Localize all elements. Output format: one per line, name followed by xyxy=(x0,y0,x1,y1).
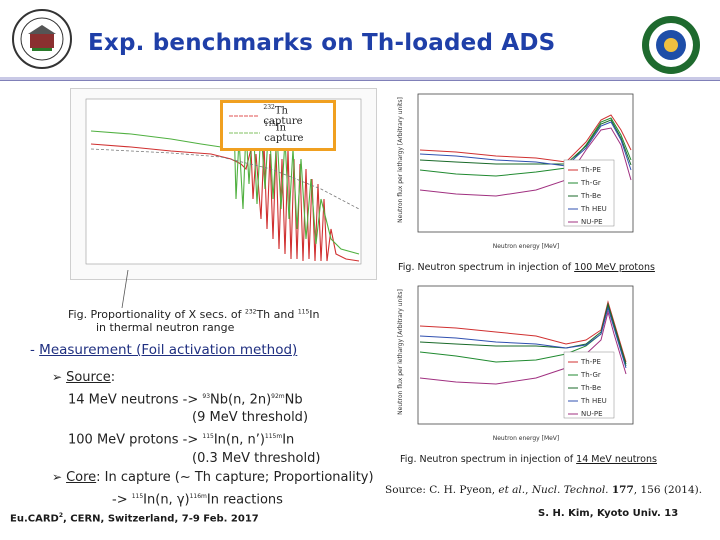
cross-section-caption: Fig. Proportionality of X secs. of 232Th… xyxy=(68,308,320,334)
legend-bottom-th-heu: Th HEU xyxy=(580,397,607,405)
spectrum-caption-100mev: Fig. Neutron spectrum in injection of 10… xyxy=(398,262,655,273)
university-seal-logo-left xyxy=(10,8,74,70)
legend-bottom-th-gr: Th-Gr xyxy=(580,371,601,379)
legend-bottom-th-pe: Th-PE xyxy=(580,358,601,366)
footer-author-page: S. H. Kim, Kyoto Univ. 13 xyxy=(538,508,679,519)
legend-bottom-nu-pe: NU-PE xyxy=(581,410,603,418)
arrow-bullet-icon: ➢ xyxy=(52,370,63,384)
slide-title: Exp. benchmarks on Th-loaded ADS xyxy=(88,30,556,56)
legend-item-th-capture: 232Th capture xyxy=(229,104,327,127)
legend-top-nu-pe: NU-PE xyxy=(581,218,603,226)
caption-connector-line xyxy=(121,270,129,309)
body-text: ➢ Source: 14 MeV neutrons -> 93Nb(n, 2n)9… xyxy=(52,368,382,509)
legend-top-th-be: Th-Be xyxy=(580,192,601,200)
ylabel-bottom: Neutron flux per lethargy [Arbitrary uni… xyxy=(397,289,404,415)
spectrum-caption-14mev: Fig. Neutron spectrum in injection of 14… xyxy=(400,454,657,465)
source-line-2: (9 MeV threshold) xyxy=(192,410,309,426)
source-line-4: (0.3 MeV threshold) xyxy=(192,450,321,466)
source-bullet: ➢ Source: xyxy=(52,370,116,385)
cross-section-legend: 232Th capture 115In capture xyxy=(220,100,336,151)
legend-item-in-capture: 115In capture xyxy=(229,121,327,144)
xlabel-bottom: Neutron energy [MeV] xyxy=(493,435,560,442)
legend-top-th-heu: Th HEU xyxy=(580,205,607,213)
title-divider xyxy=(0,77,720,80)
footer-conference: Eu.CARD2, CERN, Switzerland, 7-9 Feb. 20… xyxy=(10,512,259,525)
legend-top-th-pe: Th-PE xyxy=(580,166,601,174)
arrow-bullet-icon: ➢ xyxy=(52,470,63,485)
source-line-3: 100 MeV protons -> 115In(n, n’)115mIn xyxy=(68,432,295,448)
red-dash-line-icon xyxy=(229,115,260,116)
spectrum-plot-100mev: Neutron flux per lethargy [Arbitrary uni… xyxy=(396,90,641,260)
measurement-heading: - Measurement (Foil activation method) xyxy=(30,342,298,358)
source-reference: Source: C. H. Pyeon, et al., Nucl. Techn… xyxy=(385,484,703,496)
source-line-1: 14 MeV neutrons -> 93Nb(n, 2n)92mNb xyxy=(68,391,303,407)
green-dash-line-icon xyxy=(229,132,261,133)
xlabel-top: Neutron energy [MeV] xyxy=(493,243,560,250)
core-line-2: -> 115In(n, γ)116mIn reactions xyxy=(112,491,283,507)
legend-top-th-gr: Th-Gr xyxy=(580,179,601,187)
ylabel-top: Neutron flux per lethargy [Arbitrary uni… xyxy=(397,97,404,223)
spectrum-plot-14mev-graphic: Neutron flux per lethargy [Arbitrary uni… xyxy=(397,285,634,442)
legend-bottom-th-be: Th-Be xyxy=(580,384,601,392)
spectrum-plot-14mev: Neutron flux per lethargy [Arbitrary uni… xyxy=(396,282,641,448)
title-divider-line xyxy=(0,80,720,81)
spectrum-plot-100mev-graphic: Neutron flux per lethargy [Arbitrary uni… xyxy=(397,93,634,250)
kyoto-university-logo-right xyxy=(640,14,702,76)
core-bullet: ➢ Core: In capture (~ Th capture; Proport… xyxy=(52,470,374,486)
